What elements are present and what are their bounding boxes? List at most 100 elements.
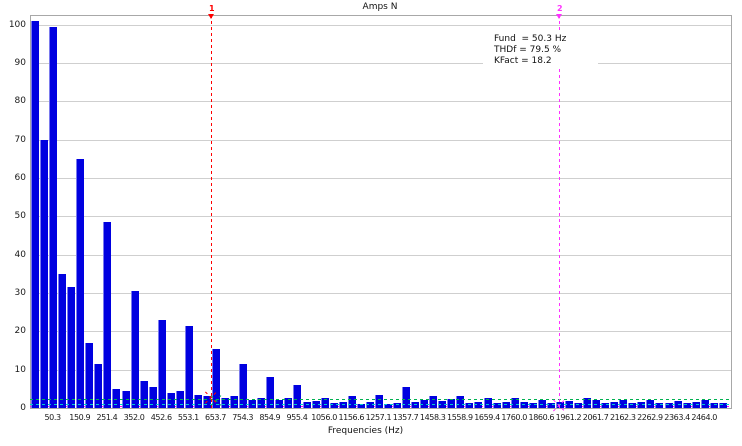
harmonic-bar bbox=[67, 287, 76, 408]
harmonic-bar bbox=[510, 398, 519, 408]
plot-right-border bbox=[731, 15, 732, 408]
y-axis-line bbox=[30, 15, 31, 408]
harmonic-bar bbox=[166, 392, 175, 408]
harmonic-bar bbox=[664, 403, 673, 408]
x-tick-label: 553.1 bbox=[177, 413, 199, 422]
x-tick-label: 2262.9 bbox=[637, 413, 663, 422]
measurement-readout-box: Fund = 50.3 Hz THDf = 79.5 % KFact = 18.2 bbox=[483, 32, 598, 69]
harmonic-bar bbox=[49, 26, 58, 408]
harmonic-bar bbox=[483, 397, 492, 408]
cursor-label-2[interactable]: 2 bbox=[557, 4, 563, 13]
harmonic-bar bbox=[465, 403, 474, 408]
harmonic-bar bbox=[619, 399, 628, 408]
harmonic-bar bbox=[655, 402, 664, 408]
x-axis-title: Frequencies (Hz) bbox=[327, 426, 404, 436]
harmonic-bar bbox=[40, 139, 49, 408]
harmonic-bar bbox=[266, 377, 275, 408]
y-grid-line bbox=[30, 216, 731, 218]
x-tick-label: 2162.3 bbox=[609, 413, 636, 422]
harmonic-bar bbox=[130, 291, 139, 408]
y-grid-line bbox=[30, 369, 731, 371]
y-grid-line bbox=[30, 331, 731, 333]
limit-line bbox=[30, 404, 731, 406]
cursor-line-1[interactable] bbox=[211, 15, 212, 408]
harmonic-bar bbox=[58, 273, 67, 408]
x-tick-label: 754.3 bbox=[232, 413, 254, 422]
harmonic-bar bbox=[221, 398, 230, 408]
x-tick-label: 452.6 bbox=[150, 413, 172, 422]
cursor-marker-2-icon[interactable] bbox=[551, 397, 567, 413]
harmonic-bar bbox=[356, 403, 365, 408]
harmonic-bar bbox=[320, 398, 329, 408]
y-tick-label: 40 bbox=[14, 249, 26, 260]
legend-line: THDf = 79.5 % bbox=[494, 45, 562, 55]
harmonic-bar bbox=[112, 388, 121, 408]
cursor-line-2[interactable] bbox=[559, 15, 560, 408]
tracking-marker-icon bbox=[209, 393, 223, 407]
x-tick-label: 2061.7 bbox=[582, 413, 609, 422]
harmonic-bar bbox=[447, 398, 456, 408]
y-grid-line bbox=[30, 24, 731, 26]
harmonic-bar bbox=[85, 342, 94, 408]
y-tick-label: 0 bbox=[20, 403, 26, 413]
x-tick-label: 854.9 bbox=[259, 413, 281, 422]
harmonic-bar bbox=[157, 319, 166, 408]
y-grid-line bbox=[30, 62, 731, 64]
y-tick-label: 30 bbox=[14, 287, 26, 298]
harmonic-bar bbox=[682, 403, 691, 408]
harmonic-bar bbox=[374, 394, 383, 408]
harmonic-bar bbox=[546, 403, 555, 408]
x-tick-label: 1558.9 bbox=[447, 413, 473, 422]
harmonic-bar bbox=[492, 403, 501, 408]
cursor-label-1[interactable]: 1 bbox=[209, 4, 215, 13]
x-tick-label: 1458.3 bbox=[419, 413, 446, 422]
y-grid-line bbox=[30, 254, 731, 256]
harmonic-bar bbox=[284, 397, 293, 408]
harmonic-bar bbox=[709, 402, 718, 408]
x-tick-label: 1056.0 bbox=[311, 413, 337, 422]
harmonic-bar bbox=[193, 394, 202, 408]
limit-line bbox=[30, 399, 731, 401]
harmonic-bar bbox=[257, 398, 266, 408]
harmonic-bar bbox=[574, 403, 582, 408]
y-grid-line bbox=[30, 292, 731, 294]
harmonic-bar bbox=[76, 158, 85, 408]
x-tick-label: 1257.1 bbox=[365, 413, 392, 422]
x-tick-label: 352.0 bbox=[123, 413, 145, 422]
harmonic-bar bbox=[347, 396, 356, 408]
x-tick-label: 50.3 bbox=[44, 413, 61, 422]
harmonic-bar bbox=[139, 381, 148, 408]
harmonic-bar bbox=[239, 363, 248, 408]
plot-top-border bbox=[30, 15, 732, 16]
harmonic-bar bbox=[31, 20, 39, 408]
harmonic-bar bbox=[537, 399, 546, 408]
chart-title: Amps N bbox=[362, 2, 398, 12]
harmonic-bar bbox=[583, 398, 592, 408]
harmonic-bar bbox=[718, 403, 727, 408]
x-tick-label: 2464.0 bbox=[691, 413, 717, 422]
x-tick-label: 1659.4 bbox=[474, 413, 500, 422]
plot-bottom-axis bbox=[30, 408, 732, 409]
y-tick-label: 100 bbox=[8, 19, 26, 30]
x-tick-label: 150.9 bbox=[69, 413, 91, 422]
cursor-arrow-icon bbox=[208, 14, 214, 19]
x-tick-label: 1860.6 bbox=[528, 413, 555, 422]
y-tick-label: 90 bbox=[14, 57, 26, 68]
y-tick-label: 10 bbox=[14, 364, 26, 375]
x-tick-label: 1961.2 bbox=[555, 413, 582, 422]
harmonic-bar bbox=[456, 396, 465, 408]
y-grid-line bbox=[30, 139, 731, 141]
harmonic-bar bbox=[402, 386, 411, 408]
harmonic-bar bbox=[103, 222, 112, 408]
harmonic-bar bbox=[94, 363, 103, 408]
harmonic-bar bbox=[628, 403, 637, 408]
harmonic-bar bbox=[329, 403, 338, 408]
legend-line: KFact = 18.2 bbox=[494, 56, 552, 66]
harmonic-bar bbox=[429, 396, 438, 408]
x-tick-label: 1760.0 bbox=[501, 413, 527, 422]
x-tick-label: 1357.7 bbox=[392, 413, 419, 422]
x-tick-label: 653.7 bbox=[205, 413, 226, 422]
harmonic-bar bbox=[383, 404, 392, 408]
harmonic-bar bbox=[230, 396, 239, 408]
